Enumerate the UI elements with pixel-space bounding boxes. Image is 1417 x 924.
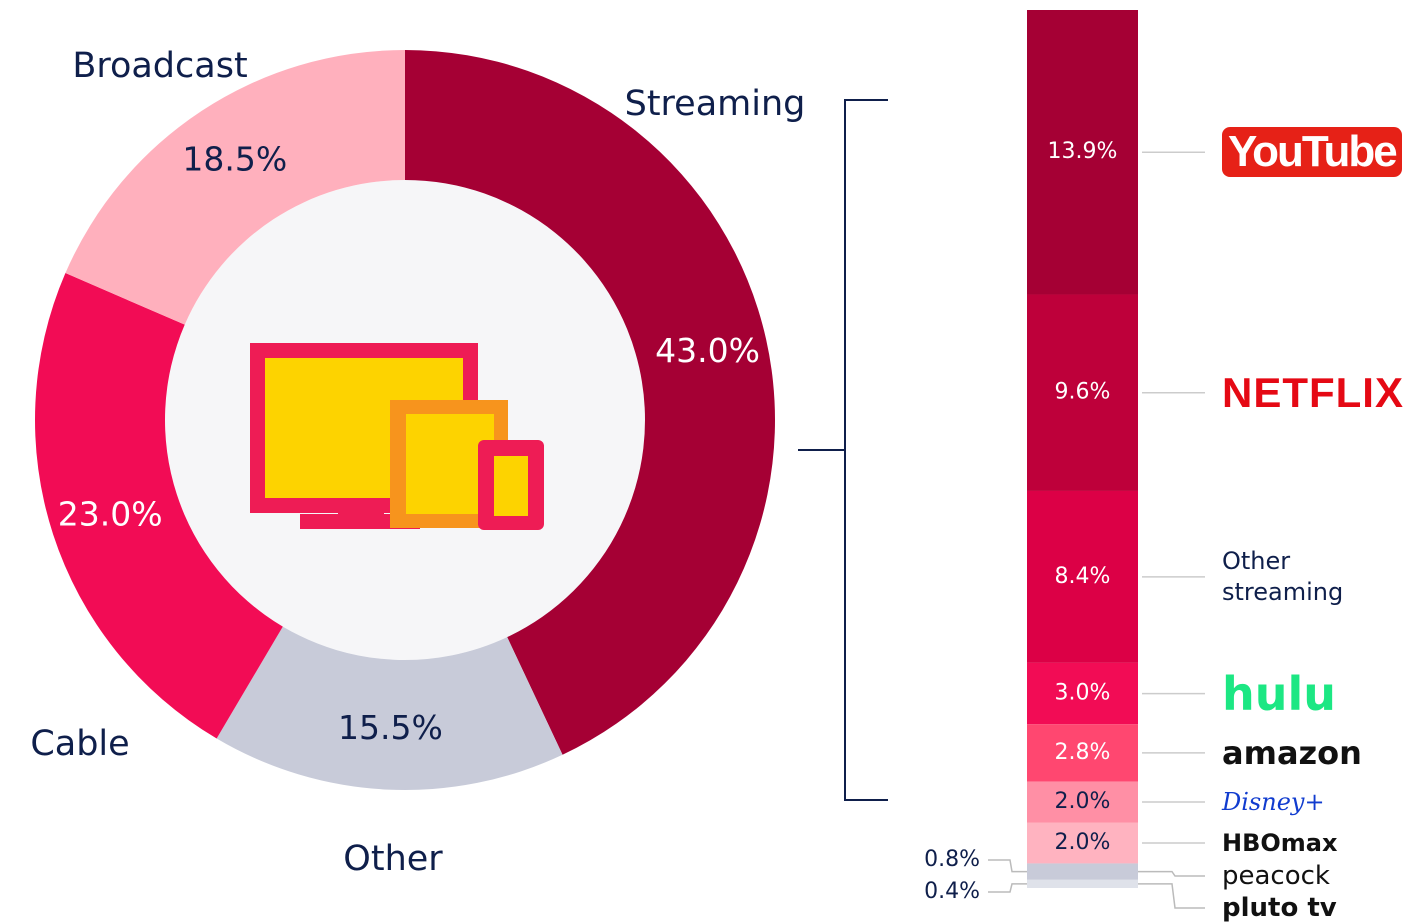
connector — [1138, 883, 1205, 909]
brand-label: YouTube — [1222, 127, 1402, 178]
bar-segment — [1027, 879, 1138, 888]
bracket — [798, 99, 888, 801]
value-label: 18.5% — [182, 139, 287, 178]
brand-label: pluto tv — [1222, 893, 1337, 923]
value-label: 43.0% — [655, 331, 760, 370]
brand-label: amazon — [1222, 733, 1362, 772]
connector — [988, 859, 1027, 873]
value-label: 3.0% — [1055, 681, 1111, 706]
brand-label: peacock — [1222, 861, 1330, 891]
value-label: 8.4% — [1055, 564, 1111, 589]
segment-label: Broadcast — [72, 46, 247, 86]
value-label: 23.0% — [58, 494, 163, 533]
donut-segment — [34, 273, 283, 739]
value-label: 13.9% — [1048, 139, 1118, 164]
bar-segment — [1027, 822, 1138, 864]
brand-label: Disney+ — [1222, 788, 1325, 817]
connector — [988, 883, 1027, 893]
bar-segment — [1027, 662, 1138, 725]
connector — [1138, 870, 1205, 877]
value-label: 15.5% — [338, 708, 443, 747]
value-label: 0.4% — [924, 879, 980, 904]
bar-segment — [1027, 490, 1138, 663]
brand-label: hulu — [1222, 666, 1337, 721]
value-label: 2.0% — [1055, 830, 1111, 855]
segment-label: Streaming — [625, 84, 806, 124]
segment-label: Cable — [30, 724, 129, 764]
value-label: 9.6% — [1055, 380, 1111, 405]
brand-label: NETFLIX — [1222, 368, 1404, 416]
brand-label: Other streaming — [1222, 546, 1344, 606]
value-label: 0.8% — [924, 847, 980, 872]
brand-label: HBOmax — [1222, 828, 1338, 857]
bar-segment — [1027, 863, 1138, 880]
donut-segment — [405, 50, 775, 755]
devices-icon — [250, 343, 544, 530]
value-label: 2.0% — [1055, 789, 1111, 814]
bar-segment — [1027, 294, 1138, 491]
bar-segment — [1027, 781, 1138, 823]
donut-segment — [65, 50, 405, 325]
donut-segment — [216, 626, 563, 790]
bar-segment — [1027, 724, 1138, 782]
segment-label: Other — [343, 839, 443, 879]
value-label: 2.8% — [1055, 740, 1111, 765]
bar-segment — [1027, 10, 1138, 295]
